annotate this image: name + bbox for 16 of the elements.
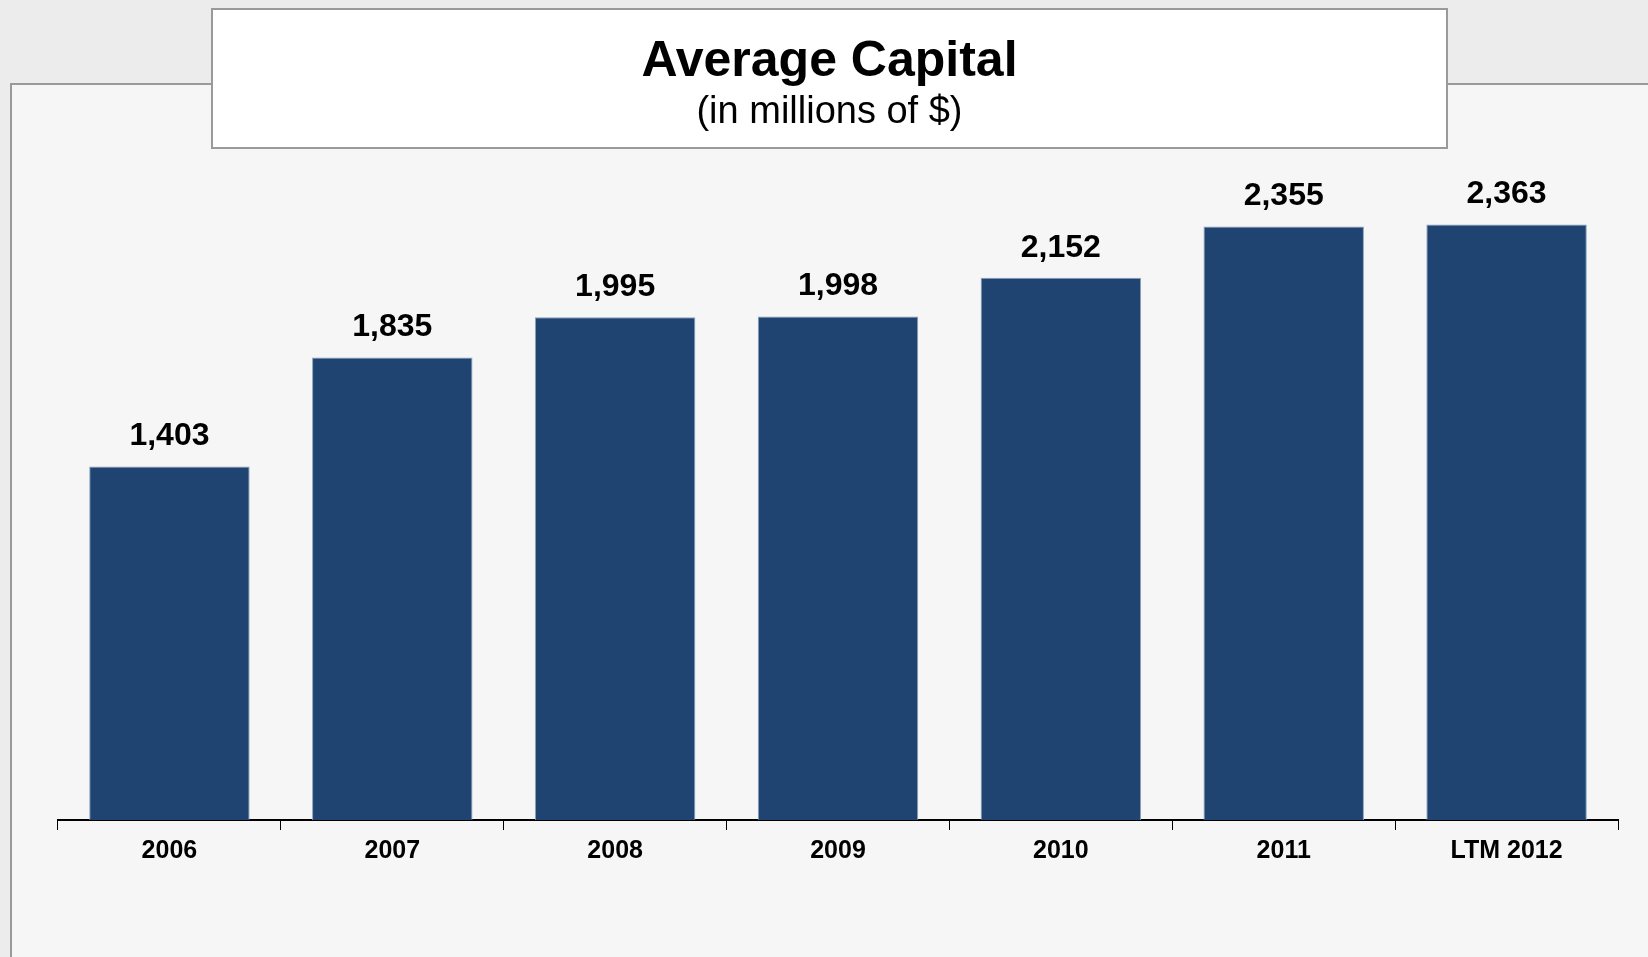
- data-label: 2,355: [1243, 176, 1324, 213]
- data-label: 1,403: [129, 416, 210, 453]
- x-tick-label: LTM 2012: [1450, 834, 1563, 863]
- x-tick-label: 2011: [1256, 834, 1311, 863]
- data-label: 1,995: [575, 267, 656, 304]
- x-tick-label: 2009: [810, 834, 866, 863]
- chart-subtitle: (in millions of $): [695, 88, 964, 132]
- x-tick-label: 2007: [364, 834, 421, 863]
- data-label: 1,835: [352, 307, 433, 344]
- chart-title: Average Capital: [640, 30, 1019, 88]
- x-tick-label: 2010: [1033, 834, 1089, 863]
- data-label: 2,363: [1466, 174, 1547, 211]
- data-label: 1,998: [797, 266, 879, 303]
- x-tick-label: 2006: [141, 834, 198, 863]
- x-tick-label: 2008: [587, 834, 644, 863]
- data-label: 2,152: [1020, 227, 1101, 264]
